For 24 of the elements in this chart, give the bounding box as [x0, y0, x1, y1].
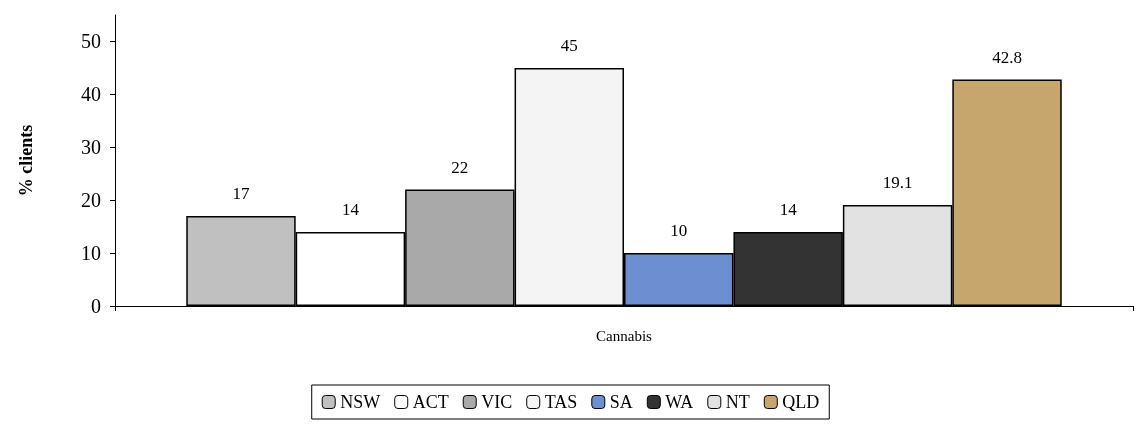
- data-label: 17: [232, 184, 250, 204]
- y-tick-label: 50: [81, 30, 101, 53]
- x-tick-label: Cannabis: [596, 327, 653, 344]
- data-label: 42.8: [992, 47, 1022, 67]
- legend-label: SA: [609, 392, 633, 412]
- legend-label: WA: [665, 392, 694, 412]
- data-label: 19.1: [882, 172, 913, 192]
- legend-label: VIC: [481, 392, 513, 412]
- legend-label: NSW: [340, 392, 381, 412]
- y-tick-label: 40: [81, 83, 101, 106]
- y-tick-label: 20: [81, 189, 101, 212]
- data-label: 45: [560, 35, 578, 55]
- y-axis-title: % clients: [16, 124, 36, 197]
- data-label: 14: [341, 199, 360, 219]
- data-label: 14: [779, 199, 798, 219]
- y-tick-label: 0: [91, 295, 101, 317]
- legend-label: TAS: [544, 392, 578, 412]
- data-label: 22: [451, 157, 469, 177]
- y-tick-label: 30: [81, 136, 101, 159]
- legend-label: QLD: [782, 392, 820, 412]
- data-label: 10: [670, 221, 688, 241]
- legend-label: NT: [725, 392, 750, 412]
- y-tick-label: 10: [81, 242, 101, 265]
- legend-label: ACT: [412, 392, 449, 412]
